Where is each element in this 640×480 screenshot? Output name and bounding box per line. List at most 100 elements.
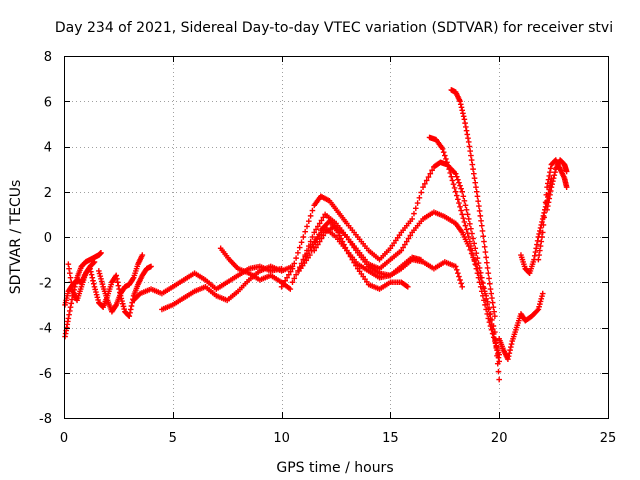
data-point <box>460 193 467 200</box>
y-tick-labels: -8 -6 -4 -2 0 2 4 6 8 <box>39 50 52 427</box>
data-point <box>320 214 327 221</box>
data-point <box>507 347 513 353</box>
data-point <box>315 241 321 248</box>
data-point <box>539 219 545 225</box>
data-point <box>547 188 554 194</box>
data-point <box>470 235 476 242</box>
series-track-17 <box>535 157 570 263</box>
data-point <box>496 351 502 358</box>
data-point <box>508 341 515 347</box>
x-tick-labels: 0 5 10 15 20 25 <box>60 431 616 446</box>
data-point <box>459 283 466 290</box>
data-point <box>496 376 502 383</box>
data-point <box>452 170 459 177</box>
data-point <box>114 279 121 286</box>
data-point <box>467 238 473 245</box>
data-point <box>485 270 492 276</box>
data-point <box>476 208 483 214</box>
data-point <box>534 241 540 248</box>
data-point <box>67 308 73 314</box>
data-point <box>445 162 451 169</box>
data-point <box>336 232 343 239</box>
data-point <box>459 107 466 114</box>
data-point <box>508 344 514 350</box>
data-point <box>296 264 303 270</box>
data-point <box>471 175 478 181</box>
data-point <box>478 288 485 295</box>
data-point <box>540 222 547 228</box>
data-point <box>468 225 474 232</box>
data-point <box>506 350 513 356</box>
data-point <box>351 259 357 266</box>
data-point <box>476 279 483 286</box>
data-point <box>539 229 546 236</box>
data-point <box>480 293 486 299</box>
data-point <box>482 249 489 255</box>
data-point <box>537 301 543 307</box>
data-point <box>538 238 545 245</box>
data-point <box>471 240 477 247</box>
data-point <box>88 271 95 278</box>
data-point <box>545 199 552 206</box>
data-point <box>551 172 558 178</box>
data-point <box>563 168 570 175</box>
y-tick-label: -4 <box>39 322 52 337</box>
data-point <box>477 283 484 290</box>
series-track-9 <box>289 209 502 383</box>
data-point <box>488 326 495 333</box>
data-point <box>474 255 481 261</box>
data-point <box>483 306 489 313</box>
data-point <box>453 192 460 199</box>
data-point <box>318 235 325 242</box>
x-tick-label: 15 <box>382 431 399 446</box>
data-point <box>307 244 314 251</box>
data-point <box>94 294 101 301</box>
data-point <box>482 302 488 308</box>
data-point <box>309 234 316 240</box>
data-point <box>402 241 408 248</box>
data-point <box>546 195 553 202</box>
data-point <box>306 247 312 254</box>
data-point <box>306 218 312 224</box>
data-point <box>442 152 448 159</box>
data-point <box>302 253 308 260</box>
data-point <box>462 202 469 209</box>
data-point <box>547 169 553 175</box>
data-point <box>536 231 542 237</box>
data-point <box>461 198 468 204</box>
data-point <box>311 229 318 236</box>
data-point <box>465 216 472 222</box>
data-point <box>313 226 319 233</box>
data-point <box>345 250 352 257</box>
data-point <box>444 159 450 166</box>
data-point <box>121 306 128 312</box>
data-point <box>552 169 558 175</box>
data-point <box>89 274 96 281</box>
data-point <box>422 181 428 187</box>
data-point <box>90 259 97 266</box>
data-point <box>349 256 356 263</box>
data-point <box>491 308 497 315</box>
data-point <box>353 262 359 269</box>
data-point <box>423 177 430 184</box>
data-point <box>464 211 471 218</box>
data-point <box>414 200 421 206</box>
data-point <box>458 280 464 287</box>
data-point <box>460 215 467 221</box>
series-track-4 <box>96 252 146 315</box>
data-point <box>492 313 498 319</box>
data-point <box>293 255 299 261</box>
data-point <box>67 274 74 281</box>
x-tick-label: 10 <box>273 431 290 446</box>
data-point <box>473 184 479 191</box>
data-point <box>400 244 406 251</box>
data-point <box>476 203 482 209</box>
data-point <box>464 230 471 237</box>
data-point <box>403 238 410 245</box>
data-point <box>114 276 120 282</box>
data-point <box>335 229 341 236</box>
data-point <box>455 270 461 276</box>
data-point <box>465 139 472 145</box>
data-point <box>453 267 460 273</box>
data-point <box>495 368 502 375</box>
